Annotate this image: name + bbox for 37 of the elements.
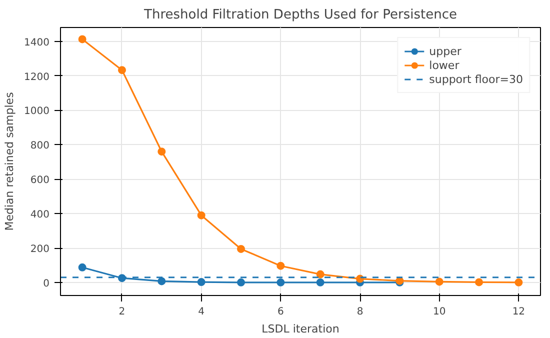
x-tick-label: 4 <box>198 306 205 318</box>
point <box>158 277 166 286</box>
x-tick-label: 8 <box>356 306 364 318</box>
y-axis-title: Median retained samples <box>3 92 16 231</box>
x-tick-label: 12 <box>512 306 526 318</box>
point <box>236 278 245 286</box>
legend-label: lower <box>429 58 460 72</box>
y-tick-label: 800 <box>30 140 50 152</box>
point <box>276 278 285 286</box>
y-tick-label: 1000 <box>24 106 50 118</box>
point <box>158 148 166 156</box>
y-tick-label: 1200 <box>24 72 50 83</box>
point <box>356 274 364 283</box>
x-tick-label: 10 <box>432 306 446 318</box>
point <box>78 263 86 272</box>
point <box>197 278 206 286</box>
y-tick-label: 200 <box>30 244 50 256</box>
legend-label: support floor=30 <box>429 72 523 86</box>
point <box>435 278 444 286</box>
point <box>236 244 245 253</box>
point <box>118 66 126 74</box>
point <box>316 270 324 278</box>
point <box>276 262 285 270</box>
x-tick-label: 6 <box>277 306 284 318</box>
chart-title: Threshold Filtration Depths Used for Persistence <box>143 8 457 22</box>
point <box>78 35 86 44</box>
legend-label: upper <box>429 44 462 58</box>
x-tick-label: 2 <box>118 306 126 318</box>
x-axis-title: LSDL iteration <box>262 322 340 336</box>
y-tick-label: 0 <box>43 278 50 290</box>
point <box>316 278 324 286</box>
y-tick-label: 400 <box>30 210 50 221</box>
point <box>475 278 484 286</box>
y-tick-label: 1400 <box>24 37 50 48</box>
point <box>197 211 206 220</box>
point <box>514 278 523 286</box>
y-tick-label: 600 <box>30 175 50 186</box>
